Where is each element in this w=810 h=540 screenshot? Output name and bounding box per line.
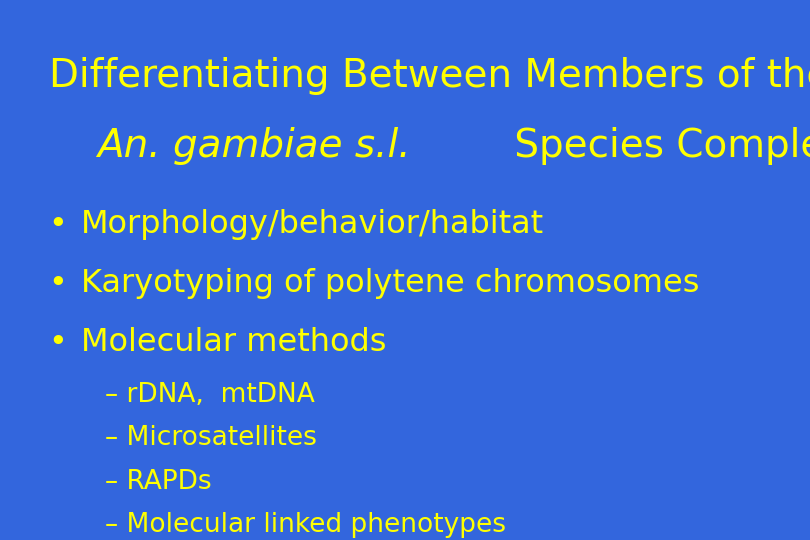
Text: – rDNA,  mtDNA: – rDNA, mtDNA [105, 382, 315, 408]
Text: Molecular methods: Molecular methods [81, 327, 386, 359]
Text: •: • [49, 327, 67, 359]
Text: Differentiating Between Members of the: Differentiating Between Members of the [49, 57, 810, 94]
Text: – RAPDs: – RAPDs [105, 469, 212, 495]
Text: – Microsatellites: – Microsatellites [105, 426, 318, 451]
Text: An. gambiae s.l.: An. gambiae s.l. [97, 127, 411, 165]
Text: Species Complex: Species Complex [502, 127, 810, 165]
Text: – Molecular linked phenotypes: – Molecular linked phenotypes [105, 512, 506, 538]
Text: •: • [49, 268, 67, 299]
Text: Morphology/behavior/habitat: Morphology/behavior/habitat [81, 208, 544, 240]
Text: Karyotyping of polytene chromosomes: Karyotyping of polytene chromosomes [81, 268, 700, 299]
Text: •: • [49, 208, 67, 240]
